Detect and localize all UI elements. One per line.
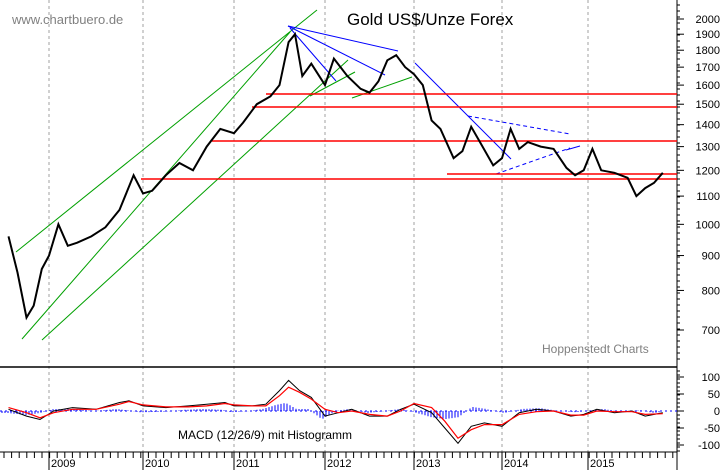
signal-line [8,386,663,440]
y-tick-label: 1600 [696,80,720,92]
watermark: www.chartbuero.de [11,12,123,27]
x-tick-label: 2012 [327,458,351,470]
y-tick-label: 2000 [696,14,720,26]
macd-tick-label: 50 [708,389,720,401]
triangle-blue-dashed [467,115,571,175]
x-tick-label: 2015 [590,458,614,470]
channel-green-lines [15,9,413,341]
y-tick-label: 1000 [696,219,720,231]
x-tick-label: 2010 [145,458,169,470]
support-resistance-lines [141,93,677,180]
y-axis-labels: 2000 1900 1800 1700 1600 1500 1400 1300 1200 1100… [696,14,720,337]
x-axis-ticks [3,452,674,470]
y-tick-label: 1200 [696,165,720,177]
macd-y-axis-labels: 100 50 0 -50 -100 [698,372,720,452]
y-tick-label: 900 [702,251,720,263]
macd-tick-label: -50 [704,423,720,435]
source-label: Hoppenstedt Charts [542,342,649,356]
year-gridlines [48,0,589,456]
macd-tick-label: 100 [702,372,720,384]
y-tick-label: 1800 [696,45,720,57]
y-axis [676,0,684,470]
y-tick-label: 1400 [696,120,720,132]
y-tick-label: 700 [702,325,720,337]
macd-label: MACD (12/26/9) mit Histogramm [178,428,352,442]
trendlines-blue [287,25,581,160]
x-tick-label: 2013 [416,458,440,470]
x-tick-label: 2011 [236,458,260,470]
y-tick-label: 1300 [696,142,720,154]
x-tick-label: 2014 [504,458,528,470]
macd-tick-label: -100 [698,440,720,452]
macd-tick-label: 0 [714,406,720,418]
chart-title: Gold US$/Unze Forex [347,10,514,29]
x-tick-label: 2009 [51,458,75,470]
y-tick-label: 800 [702,285,720,297]
y-tick-label: 1500 [696,99,720,111]
x-axis-labels: 2009 2010 2011 2012 2013 2014 2015 [51,458,614,470]
y-tick-label: 1900 [696,29,720,41]
y-tick-label: 1100 [696,191,720,203]
price-series [7,31,664,321]
y-tick-label: 1700 [696,62,720,74]
